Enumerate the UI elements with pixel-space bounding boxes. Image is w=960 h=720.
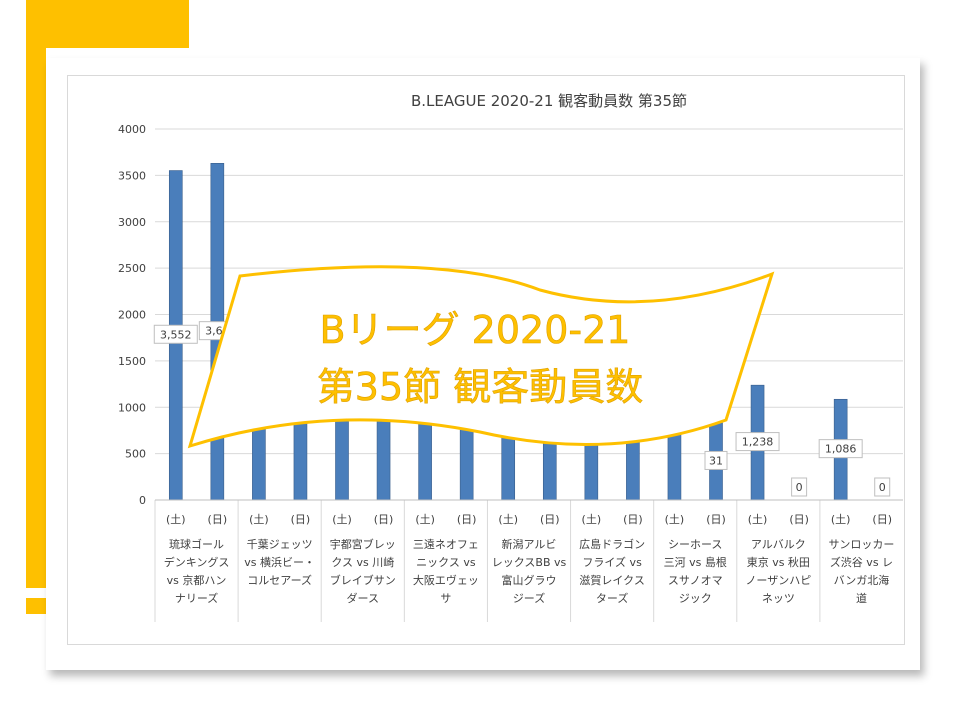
banner-flag-shape — [187, 265, 775, 449]
data-label-text: 1,238 — [742, 436, 774, 449]
day-label: (土) — [332, 513, 352, 526]
day-label: (土) — [498, 513, 518, 526]
day-label: (土) — [166, 513, 186, 526]
day-label: (土) — [748, 513, 768, 526]
category-label-line: ダース — [347, 591, 379, 605]
data-label: 1,086 — [818, 439, 863, 459]
title-banner: Bリーグ 2020-21 第35節 観客動員数 — [187, 265, 775, 449]
category-label-line: 三遠ネオフェ — [413, 538, 479, 551]
data-label: 0 — [874, 477, 891, 497]
decor-top-block — [26, 0, 189, 48]
category-label-line: アルバルク — [751, 538, 806, 551]
category-label-line: 千葉ジェッツ — [247, 537, 313, 551]
category-label-line: スサノオマ — [668, 574, 723, 587]
category-label-line: フライズ vs — [582, 555, 642, 569]
category-label-line: ネッツ — [762, 592, 795, 605]
y-tick-label: 3000 — [118, 216, 146, 229]
data-label-box — [791, 477, 808, 497]
day-label: (日) — [291, 513, 311, 526]
banner-line-1: Bリーグ 2020-21 — [320, 308, 631, 352]
category-label-line: vs 横浜ビー・ — [244, 555, 315, 569]
chart-title: B.LEAGUE 2020-21 観客動員数 第35節 — [411, 92, 687, 110]
day-label: (日) — [457, 513, 477, 526]
category-label-line: シーホース — [668, 538, 722, 551]
category-label-line: 滋賀レイクス — [579, 574, 644, 587]
day-label: (土) — [415, 513, 435, 526]
y-tick-label: 500 — [125, 448, 146, 461]
category-label-line: ジック — [679, 592, 712, 605]
data-label-box — [874, 477, 891, 497]
data-label-text: 3,552 — [160, 328, 192, 341]
category-label-line: ジーズ — [513, 591, 545, 605]
category-label-line: サ — [440, 592, 451, 605]
day-label: (日) — [872, 513, 892, 526]
day-label: (日) — [706, 513, 726, 526]
y-axis-ticks: 0 500 1000 1500 2000 2500 3000 3500 4000 — [118, 123, 146, 507]
data-label-box — [704, 450, 728, 470]
category-label-line: ナリーズ — [175, 591, 218, 605]
data-label-text: 1,086 — [825, 443, 857, 456]
data-label: 31 — [704, 450, 728, 470]
category-label-line: 東京 vs 秋田 — [747, 555, 810, 569]
category-label-line: クス vs 川崎 — [331, 555, 394, 569]
y-tick-label: 4000 — [118, 123, 146, 136]
data-label: 3,552 — [153, 324, 198, 344]
data-label-text: 31 — [709, 454, 723, 467]
category-label-line: 富山グラウ — [502, 573, 557, 587]
y-tick-label: 3500 — [118, 169, 146, 182]
y-tick-label: 1500 — [118, 355, 146, 368]
category-label-line: バンガ北海 — [834, 573, 890, 587]
day-label: (土) — [582, 513, 602, 526]
category-label-line: 琉球ゴール — [169, 537, 224, 551]
y-tick-label: 2000 — [118, 309, 146, 322]
day-label: (日) — [208, 513, 228, 526]
decor-bottom-tab — [26, 598, 46, 614]
day-label: (日) — [789, 513, 809, 526]
category-label-line: 新潟アルビ — [502, 537, 557, 551]
y-tick-label: 0 — [139, 494, 146, 507]
category-label-line: 道 — [856, 591, 867, 605]
category-label-line: 宇都宮ブレッ — [330, 537, 396, 551]
data-label-text: 0 — [879, 481, 886, 494]
day-label: (土) — [249, 513, 269, 526]
category-label-line: ニックス vs — [416, 556, 476, 569]
category-label-line: 三河 vs 島根 — [664, 555, 727, 569]
banner-line-2: 第35節 観客動員数 — [317, 365, 643, 409]
category-label-line: vs 京都ハン — [167, 573, 227, 587]
category-label-line: コルセアーズ — [247, 573, 312, 587]
decor-left-bar — [26, 0, 46, 588]
day-label: (日) — [374, 513, 394, 526]
category-label-line: ブレイブサン — [330, 573, 396, 587]
day-label: (日) — [540, 513, 560, 526]
data-label-text: 0 — [796, 481, 803, 494]
day-label: (日) — [623, 513, 643, 526]
category-label-line: ターズ — [596, 591, 628, 605]
y-tick-label: 1000 — [118, 401, 146, 414]
data-label: 1,238 — [735, 432, 780, 452]
day-label: (土) — [831, 513, 851, 526]
category-label-line: レックスBB vs — [492, 556, 567, 569]
data-label-box — [818, 439, 863, 459]
category-label-line: 大阪エヴェッ — [413, 573, 479, 587]
data-label: 0 — [791, 477, 808, 497]
category-label-line: サンロッカー — [828, 538, 894, 551]
category-label-line: ノーザンハピ — [745, 574, 811, 587]
data-label-box — [153, 324, 198, 344]
y-tick-label: 2500 — [118, 262, 146, 275]
category-label-line: 広島ドラゴン — [579, 537, 645, 551]
category-label-line: デンキングス — [164, 555, 230, 569]
data-label-box — [735, 432, 780, 452]
category-label-line: ズ渋谷 vs レ — [830, 555, 893, 569]
day-label: (土) — [665, 513, 685, 526]
